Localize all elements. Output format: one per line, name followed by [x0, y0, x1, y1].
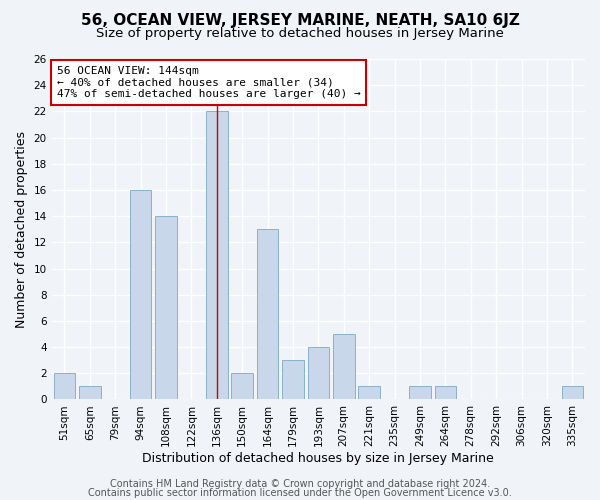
Text: Size of property relative to detached houses in Jersey Marine: Size of property relative to detached ho… — [96, 28, 504, 40]
Bar — [333, 334, 355, 400]
Text: Contains public sector information licensed under the Open Government Licence v3: Contains public sector information licen… — [88, 488, 512, 498]
Bar — [409, 386, 431, 400]
Bar — [79, 386, 101, 400]
X-axis label: Distribution of detached houses by size in Jersey Marine: Distribution of detached houses by size … — [142, 452, 494, 465]
Text: Contains HM Land Registry data © Crown copyright and database right 2024.: Contains HM Land Registry data © Crown c… — [110, 479, 490, 489]
Bar — [130, 190, 151, 400]
Bar — [358, 386, 380, 400]
Bar — [308, 347, 329, 400]
Bar — [232, 374, 253, 400]
Bar — [53, 374, 75, 400]
Bar — [282, 360, 304, 400]
Bar — [155, 216, 177, 400]
Bar — [434, 386, 456, 400]
Y-axis label: Number of detached properties: Number of detached properties — [15, 130, 28, 328]
Bar — [562, 386, 583, 400]
Bar — [257, 229, 278, 400]
Bar — [206, 112, 227, 400]
Text: 56 OCEAN VIEW: 144sqm
← 40% of detached houses are smaller (34)
47% of semi-deta: 56 OCEAN VIEW: 144sqm ← 40% of detached … — [57, 66, 361, 99]
Text: 56, OCEAN VIEW, JERSEY MARINE, NEATH, SA10 6JZ: 56, OCEAN VIEW, JERSEY MARINE, NEATH, SA… — [80, 12, 520, 28]
